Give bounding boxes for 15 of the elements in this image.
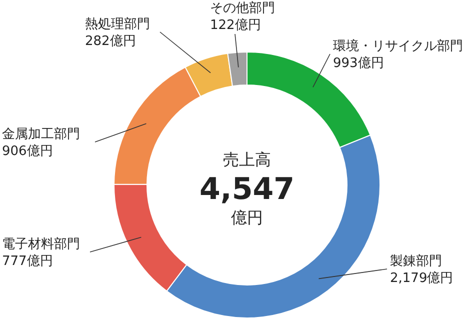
slice-label: 熱処理部門 (85, 17, 150, 32)
text: 売上高 (223, 150, 271, 169)
data-label: 777億円 (2, 254, 53, 269)
slice-label: 金属加工部門 (2, 127, 80, 142)
slice-label: 環境・リサイクル部門 (333, 38, 463, 54)
data-label: 2,179億円 (390, 271, 454, 286)
text: 億円 (231, 208, 263, 227)
data-label: 906億円 (2, 144, 53, 159)
slice-label: 製錬部門 (390, 254, 442, 269)
data-label: 122億円 (210, 18, 261, 33)
slice-label: 電子材料部門 (2, 237, 80, 252)
text: 4,547 (200, 172, 294, 207)
data-label: 993億円 (333, 56, 384, 71)
data-label: 282億円 (85, 34, 136, 49)
slice-label: その他部門 (210, 1, 275, 16)
